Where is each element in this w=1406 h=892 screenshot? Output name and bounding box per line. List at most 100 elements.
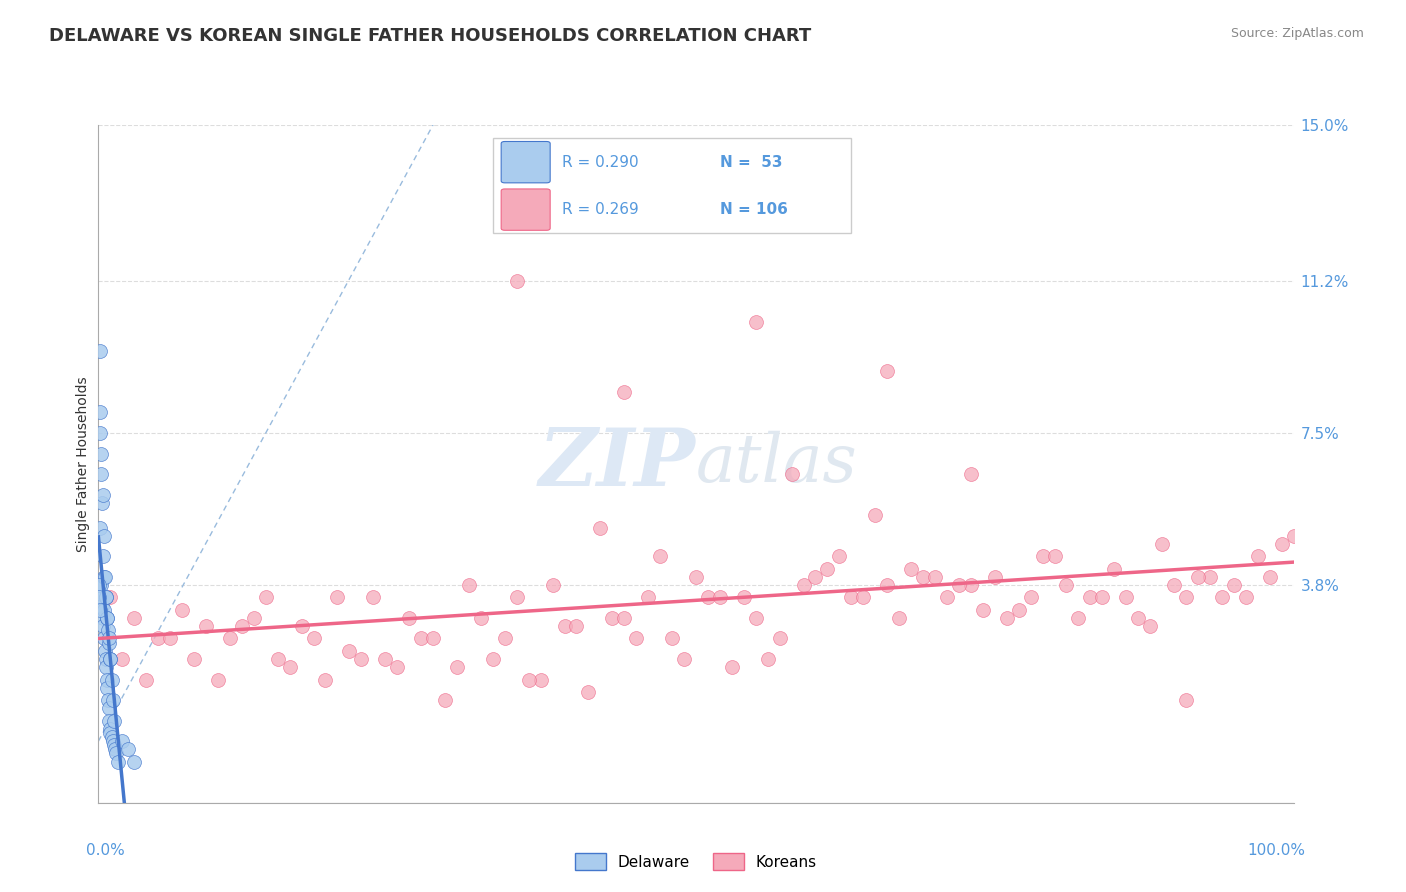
Point <box>720 660 742 674</box>
Point <box>105 747 128 761</box>
Point <box>936 591 959 605</box>
Point <box>506 591 529 605</box>
FancyBboxPatch shape <box>501 189 550 230</box>
Point <box>101 734 124 748</box>
Point <box>1198 570 1220 584</box>
Point <box>1271 537 1294 551</box>
Point <box>96 681 118 695</box>
Point <box>924 570 946 584</box>
Point <box>697 591 720 605</box>
Point <box>1115 591 1137 605</box>
Point <box>1019 591 1042 605</box>
Text: atlas: atlas <box>696 431 858 497</box>
Point <box>411 632 433 646</box>
Point <box>159 632 181 646</box>
Point <box>97 632 120 646</box>
Point <box>302 632 325 646</box>
Point <box>661 632 683 646</box>
Point <box>1246 549 1268 564</box>
Point <box>385 660 409 674</box>
Point <box>100 673 122 687</box>
FancyBboxPatch shape <box>501 142 550 183</box>
Point <box>89 425 111 440</box>
Point <box>90 578 112 592</box>
Point <box>745 611 768 625</box>
Point <box>94 591 117 605</box>
Point <box>1080 591 1102 605</box>
Point <box>91 599 114 613</box>
Point <box>98 635 121 649</box>
Point <box>626 632 648 646</box>
Text: 100.0%: 100.0% <box>1247 844 1305 858</box>
Point <box>97 624 120 638</box>
Point <box>315 673 337 687</box>
Point <box>1163 578 1185 592</box>
Point <box>231 619 253 633</box>
Point <box>363 591 385 605</box>
Text: Source: ZipAtlas.com: Source: ZipAtlas.com <box>1230 27 1364 40</box>
Point <box>183 652 205 666</box>
Point <box>124 611 146 625</box>
Point <box>89 591 111 605</box>
Point <box>93 603 115 617</box>
Point <box>1187 570 1209 584</box>
Point <box>828 549 851 564</box>
Point <box>1032 549 1054 564</box>
Text: N = 106: N = 106 <box>720 202 787 217</box>
Point <box>959 467 981 482</box>
Point <box>768 632 790 646</box>
Point <box>554 619 576 633</box>
Point <box>911 570 934 584</box>
Y-axis label: Single Father Households: Single Father Households <box>76 376 90 551</box>
Point <box>339 644 360 658</box>
Legend: Delaware, Koreans: Delaware, Koreans <box>569 847 823 877</box>
Point <box>1067 611 1090 625</box>
Point <box>494 632 516 646</box>
Point <box>89 343 111 358</box>
Text: 0.0%: 0.0% <box>87 844 125 858</box>
Point <box>103 714 125 728</box>
Point <box>541 578 564 592</box>
Point <box>1043 549 1066 564</box>
Point <box>124 755 146 769</box>
Point <box>900 561 922 575</box>
Point <box>278 660 301 674</box>
Point <box>517 673 540 687</box>
Point <box>96 611 118 625</box>
Point <box>219 632 242 646</box>
Point <box>648 549 672 564</box>
Point <box>995 611 1018 625</box>
Point <box>506 274 529 288</box>
Point <box>613 384 636 399</box>
Point <box>89 405 111 419</box>
Point <box>481 652 505 666</box>
Point <box>135 673 157 687</box>
Point <box>1091 591 1114 605</box>
Point <box>948 578 970 592</box>
Point <box>637 591 659 605</box>
Point <box>103 739 125 753</box>
Point <box>398 611 420 625</box>
Point <box>602 611 624 625</box>
Point <box>97 701 120 715</box>
Point <box>107 755 129 769</box>
Point <box>863 508 887 523</box>
Point <box>841 591 863 605</box>
Point <box>93 570 115 584</box>
Point <box>733 591 755 605</box>
Point <box>97 693 120 707</box>
Point <box>194 619 218 633</box>
Point <box>89 603 111 617</box>
Point <box>98 591 122 605</box>
Point <box>457 578 479 592</box>
Point <box>1102 561 1125 575</box>
Point <box>254 591 277 605</box>
Point <box>673 652 696 666</box>
Point <box>745 315 768 329</box>
Point <box>565 619 588 633</box>
Point <box>589 520 612 534</box>
Point <box>326 591 349 605</box>
Point <box>756 652 779 666</box>
Point <box>876 578 898 592</box>
Point <box>1007 603 1029 617</box>
